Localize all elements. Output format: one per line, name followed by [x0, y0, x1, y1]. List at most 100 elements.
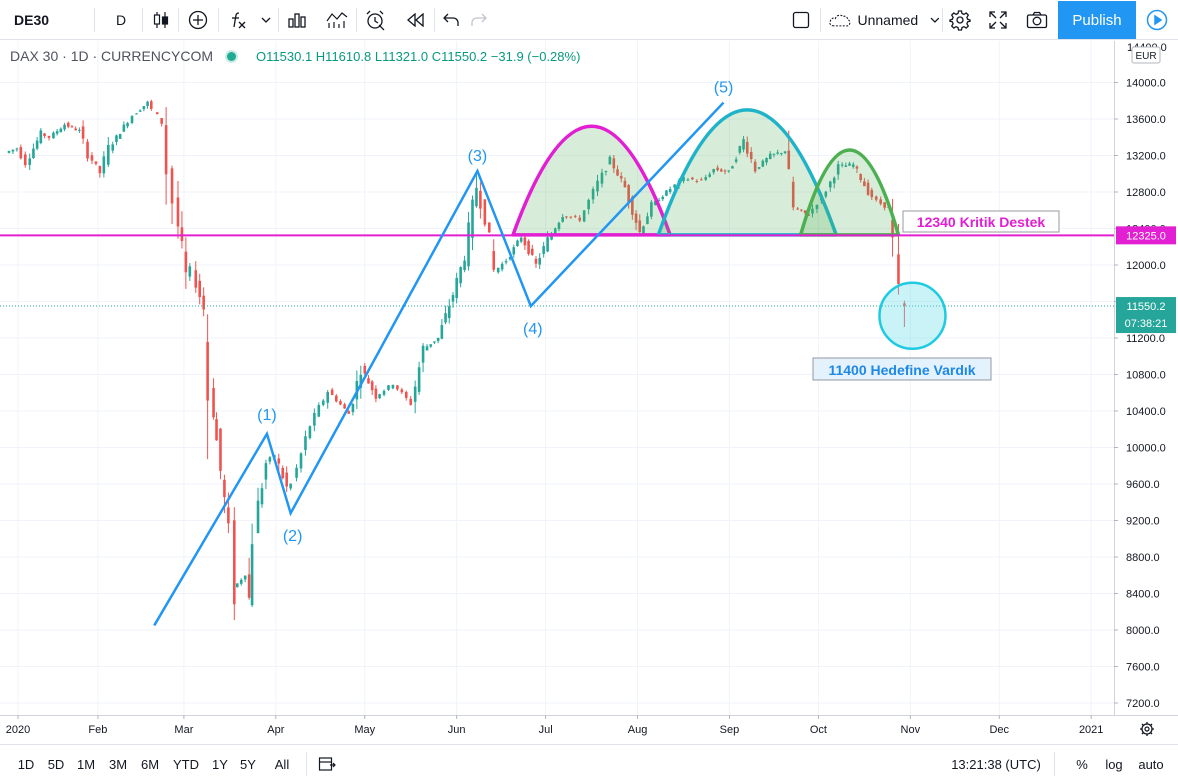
- candle-body: [783, 151, 787, 154]
- y-tick-label: 9600.0: [1126, 479, 1160, 491]
- clock-button[interactable]: 13:21:38 (UTC): [944, 753, 1048, 775]
- gear-hub: [1144, 726, 1150, 732]
- price-axis-bg: [1114, 41, 1178, 715]
- gear-tooth: [1150, 732, 1153, 735]
- drawings-layer: [0, 101, 1114, 627]
- settings-button[interactable]: [944, 4, 976, 36]
- indicators-button[interactable]: [224, 4, 252, 36]
- fullscreen-select-button[interactable]: [786, 4, 816, 36]
- candle-body: [188, 266, 192, 277]
- wave-label: (5): [714, 80, 734, 97]
- candle-body: [695, 180, 699, 182]
- arc-drawing[interactable]: [511, 124, 672, 237]
- range-button-1m[interactable]: 1M: [76, 756, 96, 772]
- fullscreen-button[interactable]: [982, 4, 1014, 36]
- alert-button[interactable]: [360, 4, 390, 36]
- x-tick-label: Nov: [901, 724, 921, 736]
- target-circle[interactable]: [878, 281, 947, 350]
- y-tick-label: 13600.0: [1126, 114, 1166, 126]
- candle-body: [874, 196, 878, 200]
- price-chart[interactable]: 14400.014000.013600.013200.012800.012400…: [0, 40, 1178, 744]
- candle-body: [519, 237, 523, 242]
- snapshot-button[interactable]: [1020, 4, 1054, 36]
- auto-toggle[interactable]: auto: [1134, 753, 1168, 775]
- candle-body: [122, 124, 126, 132]
- close-value: C11550.2: [431, 48, 488, 64]
- y-tick-label: 8800.0: [1126, 552, 1160, 564]
- y-tick-label: 7200.0: [1126, 698, 1160, 710]
- candle-body: [661, 196, 665, 200]
- candle-body: [15, 148, 19, 150]
- candle-body: [828, 181, 832, 188]
- function-icon: [232, 12, 246, 29]
- redo-icon: [471, 13, 487, 26]
- layout-menu-button[interactable]: Unnamed: [824, 4, 940, 36]
- range-button-6m[interactable]: 6M: [140, 756, 160, 772]
- candle-body: [646, 216, 649, 225]
- wave-label: (1): [257, 407, 277, 424]
- candle-body: [43, 133, 46, 137]
- range-button-1y[interactable]: 1Y: [212, 756, 228, 772]
- candle-body: [716, 167, 719, 171]
- elliott-wave-line[interactable]: [153, 101, 725, 627]
- candle-body: [668, 188, 672, 192]
- time-axis[interactable]: 2020 Feb Mar Apr May Jun Jul Aug Sep Oct Nov Dec 202…: [0, 715, 1178, 736]
- candle-body: [382, 390, 386, 395]
- candles-icon: [153, 12, 169, 28]
- financials-button[interactable]: [282, 4, 312, 36]
- candle-body: [530, 248, 534, 255]
- candle-body: [723, 170, 727, 172]
- candle-body: [339, 401, 342, 405]
- currency-badge[interactable]: [1131, 46, 1161, 64]
- cloud-icon: [829, 14, 851, 27]
- percent-toggle[interactable]: %: [1070, 753, 1094, 775]
- replay-button[interactable]: [400, 4, 430, 36]
- interval-button[interactable]: D: [104, 4, 138, 36]
- compare-button[interactable]: [182, 4, 214, 36]
- candle-body: [39, 130, 43, 144]
- candle-body: [596, 180, 599, 192]
- range-button-3m[interactable]: 3M: [108, 756, 128, 772]
- price-axis[interactable]: 14400.014000.013600.013200.012800.012400…: [1114, 41, 1178, 715]
- candle-body: [731, 166, 734, 169]
- candle-body: [604, 171, 608, 173]
- candle-body: [836, 164, 840, 175]
- publish-button[interactable]: Publish: [1058, 1, 1136, 39]
- range-button-1d[interactable]: 1D: [17, 756, 35, 772]
- candle-body: [118, 134, 122, 139]
- bar-chart-icon: [288, 13, 306, 28]
- candle-body: [343, 404, 346, 409]
- market-status-icon[interactable]: [227, 51, 237, 61]
- arc-drawing[interactable]: [656, 108, 838, 237]
- undo-button[interactable]: [438, 4, 464, 36]
- candle-body: [194, 270, 198, 288]
- redo-button[interactable]: [466, 4, 492, 36]
- candle-body: [86, 141, 89, 159]
- goto-date-button[interactable]: [314, 753, 340, 775]
- play-button[interactable]: [1137, 1, 1177, 39]
- chart-style-button[interactable]: [146, 4, 176, 36]
- candle-body: [483, 199, 487, 225]
- candle-body: [591, 188, 595, 200]
- target-label-box[interactable]: [812, 357, 992, 381]
- log-label: log: [1105, 756, 1123, 772]
- log-toggle[interactable]: log: [1100, 753, 1128, 775]
- range-button-5d[interactable]: 5D: [47, 756, 65, 772]
- toolbar-divider: [218, 8, 219, 32]
- candle-body: [487, 222, 491, 233]
- range-button-all[interactable]: All: [274, 756, 290, 772]
- candle-body: [11, 149, 15, 152]
- symbol-search-button[interactable]: DE30: [4, 4, 92, 36]
- axis-settings-icon[interactable]: [1140, 722, 1154, 736]
- arc-drawing[interactable]: [798, 148, 901, 237]
- y-tick-label: 8000.0: [1126, 625, 1160, 637]
- candle-body: [367, 378, 370, 384]
- indicators-dropdown[interactable]: [256, 4, 276, 36]
- support-label-box[interactable]: [902, 210, 1060, 233]
- range-button-ytd[interactable]: YTD: [173, 756, 199, 772]
- candle-body: [363, 365, 367, 374]
- candle-body: [235, 583, 239, 588]
- range-button-5y[interactable]: 5Y: [240, 756, 256, 772]
- candle-body: [475, 187, 478, 207]
- ideas-button[interactable]: [322, 4, 352, 36]
